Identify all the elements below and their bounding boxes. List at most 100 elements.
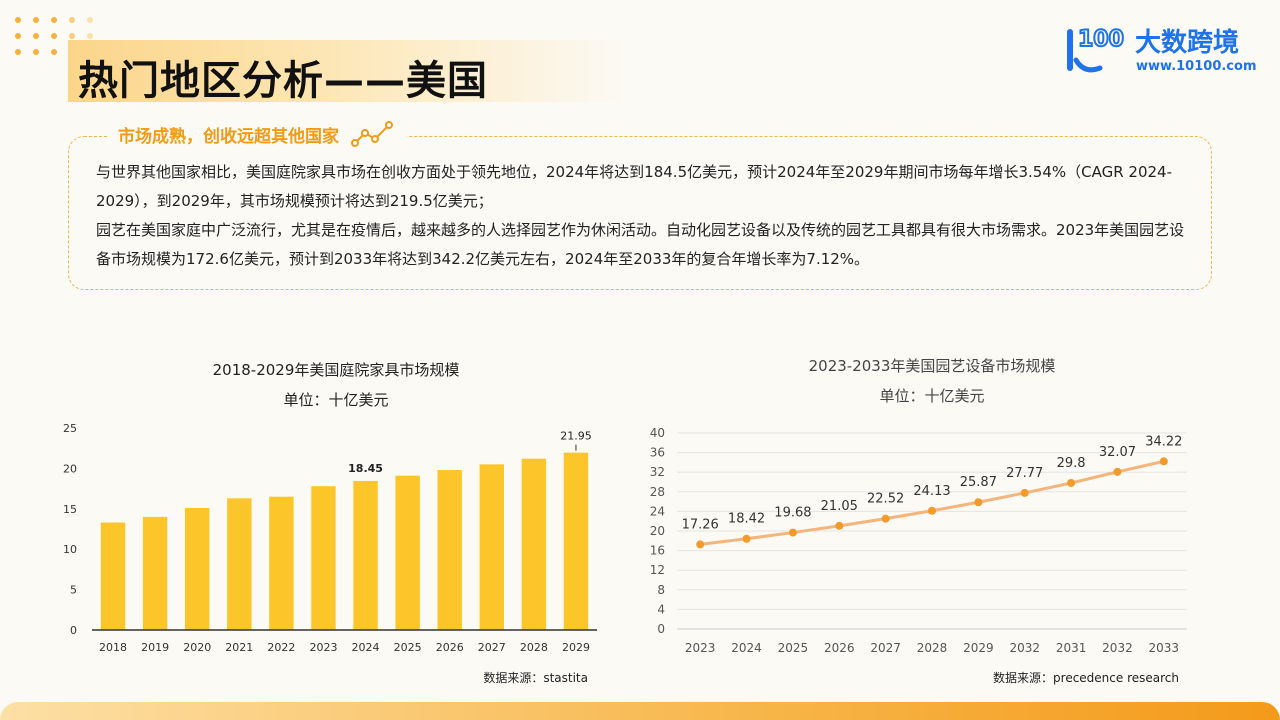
line-y-tick-label: 28	[650, 485, 665, 499]
bar	[395, 475, 420, 630]
line-point	[1020, 488, 1029, 497]
line-data-label: 22.52	[867, 492, 904, 507]
summary-paragraph: 园艺在美国家庭中广泛流行，尤其是在疫情后，越来越多的人选择园艺作为休闲活动。自动…	[96, 221, 1185, 268]
bar-x-tick-label: 2018	[99, 641, 127, 654]
bar	[479, 464, 504, 630]
bar-x-tick-label: 2027	[478, 641, 506, 654]
line-data-label: 34.22	[1145, 434, 1182, 449]
line-y-tick-label: 16	[650, 544, 665, 558]
line-data-label: 29.8	[1057, 456, 1086, 471]
bottom-accent-bar	[0, 702, 1280, 720]
bar	[353, 480, 378, 630]
brand-url: www.10100.com	[1136, 59, 1257, 74]
line-point	[1067, 478, 1076, 487]
line-chart: 2023-2033年美国园艺设备市场规模单位：十亿美元0481216202428…	[650, 357, 1187, 685]
bar-chart: 2018-2029年美国庭院家具市场规模单位：十亿美元0510152025201…	[63, 361, 597, 685]
line-chart-subtitle: 单位：十亿美元	[879, 387, 984, 405]
bar	[100, 522, 126, 630]
line-data-label: 17.26	[682, 517, 719, 532]
line-point	[788, 528, 797, 537]
line-data-label: 25.87	[960, 475, 997, 490]
line-y-tick-label: 20	[650, 524, 665, 538]
trend-line-icon	[351, 121, 393, 147]
line-y-tick-label: 32	[650, 465, 665, 479]
line-point	[881, 514, 890, 523]
bar-x-tick-label: 2024	[352, 641, 380, 654]
line-y-tick-label: 36	[650, 446, 665, 460]
charts-area: 2018-2029年美国庭院家具市场规模单位：十亿美元0510152025201…	[63, 357, 1187, 685]
line-point	[1113, 467, 1122, 476]
bar-x-tick-label: 2026	[436, 641, 464, 654]
bar	[437, 470, 462, 630]
line-x-tick-label: 2032	[1102, 641, 1133, 655]
bar-chart-source: 数据来源：stastita	[483, 670, 588, 685]
line-x-tick-label: 2028	[917, 641, 948, 655]
bar-x-tick-label: 2019	[141, 641, 169, 654]
page-title: 热门地区分析——美国	[78, 58, 488, 104]
line-chart-title: 2023-2033年美国园艺设备市场规模	[809, 357, 1056, 375]
line-x-tick-label: 2024	[731, 641, 762, 655]
line-series	[699, 459, 1165, 546]
bar	[227, 498, 252, 630]
line-y-tick-label: 24	[650, 504, 665, 518]
bar-y-tick-label: 20	[63, 462, 77, 475]
bar	[185, 507, 210, 630]
logo-mark: 100	[1078, 27, 1124, 52]
line-point	[742, 534, 751, 543]
line-point	[696, 540, 705, 549]
bar-chart-title: 2018-2029年美国庭院家具市场规模	[213, 361, 460, 379]
bar	[311, 486, 336, 630]
line-data-label: 32.07	[1099, 445, 1136, 460]
line-x-tick-label: 2023	[685, 641, 716, 655]
summary-heading-text: 市场成熟，创收远超其他国家	[118, 126, 339, 147]
line-y-tick-label: 12	[650, 563, 665, 577]
bar-x-tick-label: 2025	[394, 641, 422, 654]
line-y-tick-label: 40	[650, 426, 665, 440]
summary-box	[68, 136, 1212, 290]
line-data-label: 21.05	[821, 499, 858, 514]
bar-y-tick-label: 5	[70, 584, 77, 597]
bar-y-tick-label: 25	[63, 422, 77, 435]
summary-text: 与世界其他国家相比，美国庭院家具市场在创收方面处于领先地位，2024年将达到18…	[96, 158, 1190, 274]
line-x-tick-label: 2026	[824, 641, 855, 655]
line-data-label: 19.68	[774, 506, 811, 521]
bar-data-label: 21.95	[560, 430, 592, 443]
bar	[521, 458, 547, 630]
bar-x-tick-label: 2028	[520, 641, 548, 654]
line-point	[1159, 457, 1168, 466]
bar	[269, 496, 294, 630]
bar-x-tick-label: 2022	[267, 641, 295, 654]
line-chart-source: 数据来源：precedence research	[993, 670, 1179, 685]
line-y-tick-label: 4	[657, 602, 665, 616]
line-x-tick-label: 2033	[1149, 641, 1180, 655]
line-point	[835, 521, 844, 530]
line-data-label: 24.13	[913, 484, 950, 499]
line-y-tick-label: 8	[657, 583, 665, 597]
bar-chart-subtitle: 单位：十亿美元	[283, 391, 388, 409]
bar-x-tick-label: 2023	[309, 641, 337, 654]
line-data-label: 27.77	[1006, 466, 1043, 481]
bar-y-tick-label: 15	[63, 503, 77, 516]
line-point	[928, 506, 936, 515]
bar-x-tick-label: 2021	[225, 641, 253, 654]
bar-y-tick-label: 0	[70, 624, 77, 637]
bar-data-label: 18.45	[348, 462, 383, 475]
summary-paragraph: 与世界其他国家相比，美国庭院家具市场在创收方面处于领先地位，2024年将达到18…	[96, 163, 1172, 210]
line-x-tick-label: 2025	[778, 641, 809, 655]
bar-x-tick-label: 2020	[183, 641, 211, 654]
line-x-tick-label: 2031	[1056, 641, 1087, 655]
title-highlight	[68, 40, 628, 102]
line-x-tick-label: 2032	[1009, 641, 1040, 655]
line-data-label: 18.42	[728, 512, 765, 527]
brand-name: 大数跨境	[1135, 28, 1240, 58]
bar	[142, 516, 168, 630]
line-y-tick-label: 0	[657, 622, 665, 636]
line-x-tick-label: 2027	[870, 641, 901, 655]
summary-heading: 市场成熟，创收远超其他国家	[108, 120, 407, 148]
line-point	[974, 498, 983, 507]
line-x-tick-label: 2029	[963, 641, 994, 655]
bar-x-tick-label: 2029	[562, 641, 590, 654]
bar	[563, 452, 589, 630]
brand-logo-icon: 100	[1067, 26, 1125, 73]
bar-y-tick-label: 10	[63, 543, 77, 556]
